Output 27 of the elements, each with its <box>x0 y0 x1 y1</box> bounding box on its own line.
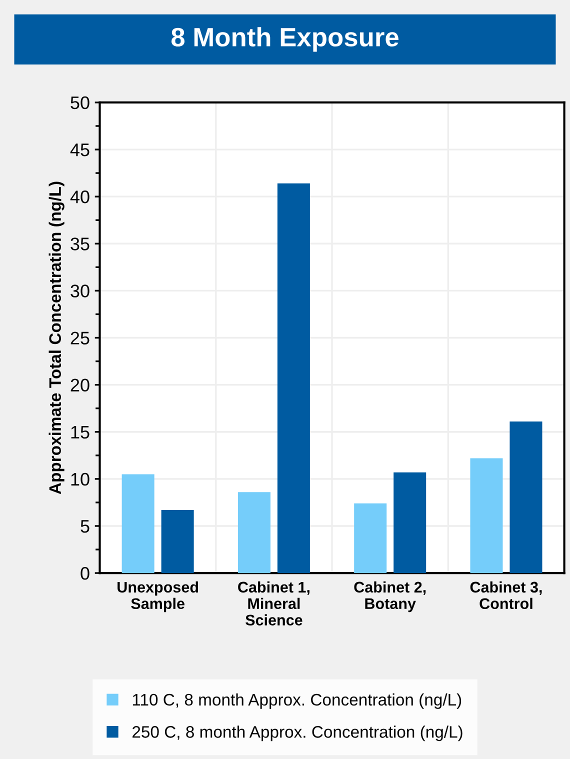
y-tick-label: 45 <box>70 144 90 156</box>
y-tick-label: 25 <box>70 332 90 344</box>
x-tick-label: Cabinet 1, Mineral Science <box>238 581 310 626</box>
bar <box>470 458 503 574</box>
y-tick-label: 0 <box>80 566 90 580</box>
y-tick-label: 5 <box>80 520 90 533</box>
x-tick-label: Cabinet 3, Control <box>470 581 542 610</box>
bar <box>238 492 270 574</box>
bar <box>122 474 154 574</box>
x-tick-label: Unexposed Sample <box>118 581 198 612</box>
chart-title: 8 Month Exposure <box>171 27 398 52</box>
y-tick-label: 40 <box>70 190 90 204</box>
y-tick-label: 15 <box>71 426 90 439</box>
y-tick-label: 35 <box>70 238 90 250</box>
bar <box>354 503 387 574</box>
bar <box>394 472 426 574</box>
x-tick-label: Cabinet 2, Botany <box>354 581 426 612</box>
y-tick-label: 50 <box>70 96 90 110</box>
legend-label: 110 C, 8 month Approx. Concentration (ng/L) <box>132 693 462 709</box>
legend-label: 250 C, 8 month Approx. Concentration (ng/L) <box>132 726 462 742</box>
y-axis-title: Approximate Total Concentration (ng/L) <box>48 182 64 494</box>
bar <box>161 510 194 574</box>
y-tick-label: 10 <box>71 472 90 486</box>
bar <box>510 422 542 574</box>
y-tick-label: 30 <box>70 284 90 298</box>
bar <box>277 183 310 574</box>
y-tick-label: 20 <box>70 378 90 392</box>
